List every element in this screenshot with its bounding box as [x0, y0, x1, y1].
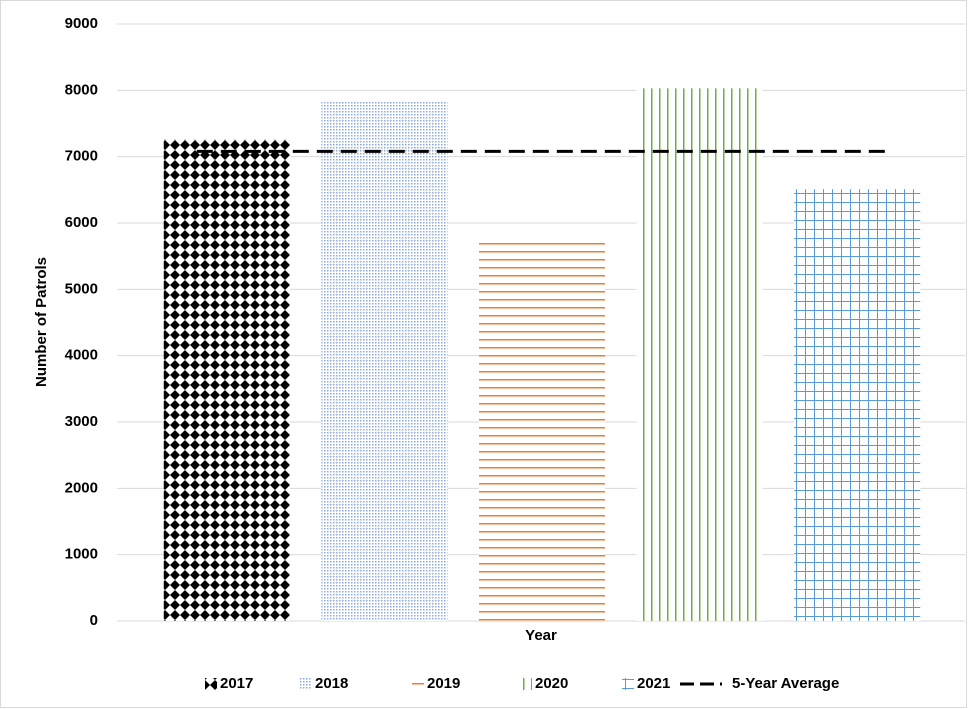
bar	[794, 189, 921, 622]
legend-swatch	[300, 678, 312, 690]
legend-label: 2021	[637, 675, 670, 692]
legend-label: 2019	[427, 675, 460, 692]
bar	[321, 101, 448, 622]
legend-label: 5-Year Average	[732, 675, 839, 692]
legend-swatch	[622, 678, 634, 690]
y-tick-label: 0	[90, 612, 98, 629]
legend-label: 2017	[220, 675, 253, 692]
y-tick-label: 7000	[65, 148, 98, 165]
y-tick-label: 6000	[65, 214, 98, 231]
y-tick-label: 9000	[65, 15, 98, 32]
y-tick-label: 5000	[65, 280, 98, 297]
y-tick-label: 4000	[65, 347, 98, 364]
legend-swatch	[205, 678, 217, 690]
bar	[478, 238, 606, 622]
legend-label: 2018	[315, 675, 348, 692]
y-tick-label: 1000	[65, 546, 98, 563]
legend-swatch	[412, 678, 424, 690]
y-axis-label: Number of Patrols	[33, 257, 50, 387]
y-tick-label: 2000	[65, 479, 98, 496]
y-tick-label: 8000	[65, 81, 98, 98]
y-tick-label: 3000	[65, 413, 98, 430]
legend-label: 2020	[535, 675, 568, 692]
bar	[163, 139, 290, 622]
x-axis-label: Year	[525, 627, 557, 644]
bar	[636, 88, 763, 622]
legend-swatch	[520, 678, 532, 690]
